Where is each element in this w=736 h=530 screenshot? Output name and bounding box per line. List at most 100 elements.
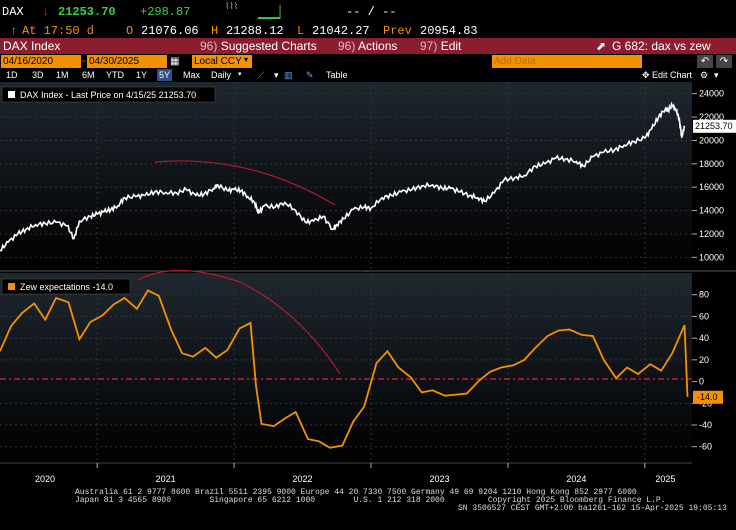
redo-icon[interactable]: ↷ — [716, 55, 732, 68]
high-label: H — [211, 24, 219, 38]
upper-legend[interactable]: DAX Index - Last Price on 4/15/25 21253.… — [1, 86, 216, 103]
upper-panel-bg — [0, 82, 692, 269]
high-value: 21288.12 — [226, 24, 284, 38]
lower-tick-label: 40 — [699, 333, 709, 343]
upper-tick-label: 20000 — [699, 135, 724, 145]
edit-number: 97) — [420, 39, 438, 53]
dax-zew-chart: ⋯ 10000 12000 14000 16000 18000 20000 22000 240… — [0, 82, 736, 484]
undo-icon[interactable]: ↶ — [697, 55, 713, 68]
quote-time: At 17:50 d — [22, 24, 95, 38]
date-separator: - — [82, 55, 86, 68]
lower-tick-label: -60 — [699, 442, 712, 452]
date-range-bar: 04/16/2020 - 04/30/2025 ▦ Local CCY ▾ Ad… — [0, 55, 736, 68]
down-arrow-icon: ↓ — [42, 5, 50, 19]
lower-tick-label: 60 — [699, 311, 709, 321]
zew-expectations-line — [0, 289, 689, 449]
period-1y[interactable]: 1Y — [136, 70, 148, 80]
frequency-select[interactable]: Daily — [211, 70, 232, 80]
price-change: +298.87 — [140, 5, 191, 19]
period-5y[interactable]: 5Y — [157, 69, 173, 81]
bid-ask: -- / -- — [346, 5, 397, 19]
drawing-tools-icon[interactable]: ✎ — [306, 70, 314, 80]
panel-resize-handle-icon[interactable]: ⋯ — [363, 269, 369, 275]
year-label: 2025 — [655, 474, 675, 484]
period-ytd[interactable]: YTD — [106, 70, 124, 80]
actions-number: 96) — [338, 39, 356, 53]
price-direction-icon: ↑ — [10, 24, 18, 38]
upper-legend-box — [1, 86, 216, 103]
add-data-input[interactable]: Add Data — [492, 55, 642, 68]
edit-chart-button[interactable]: Edit Chart — [652, 70, 693, 80]
year-label: 2022 — [293, 474, 313, 484]
period-1d[interactable]: 1D — [6, 70, 18, 80]
upper-tick-label: 12000 — [699, 229, 724, 239]
bar-chart-icon[interactable]: ▥ — [284, 70, 293, 80]
upper-legend-swatch — [8, 91, 15, 98]
lower-tick-label: -40 — [699, 420, 712, 430]
zew-trend-arc — [137, 269, 341, 375]
footer-session: SN 3506527 CEST GMT+2:00 ba1261-162 15-A… — [458, 504, 727, 513]
sparkline-icon: ⌇⌇⌇ — [225, 2, 239, 12]
chart-toolbar: 1D 3D 1M 6M YTD 1Y 5Y Max Daily ▾ ⟋ ▾ ▥ … — [0, 68, 736, 82]
chart-type-dropdown-icon[interactable]: ▾ — [274, 70, 279, 80]
lower-gridlines — [0, 294, 692, 448]
dax-last-value: 21253.70 — [695, 121, 733, 131]
settings-gear-icon[interactable]: ⚙ — [700, 70, 709, 80]
upper-tick-label: 18000 — [699, 159, 724, 169]
footer-contacts-1: Australia 61 2 9777 8600 Brazil 5511 239… — [75, 488, 637, 497]
prev-value: 20954.83 — [420, 24, 478, 38]
upper-legend-text: DAX Index - Last Price on 4/15/25 21253.… — [20, 90, 196, 100]
upper-gridlines — [0, 93, 692, 258]
edit-chart-icon[interactable]: ✥ — [642, 70, 650, 80]
upper-tick-label: 22000 — [699, 112, 724, 122]
bar-indicator-icon: ▁▁▁▏ — [258, 6, 287, 20]
table-button[interactable]: Table — [326, 70, 348, 80]
footer: Australia 61 2 9777 8600 Brazil 5511 239… — [0, 485, 736, 530]
security-name[interactable]: DAX Index — [3, 39, 61, 53]
upper-tick-label: 16000 — [699, 182, 724, 192]
dax-price-line — [0, 101, 686, 252]
upper-tick-label: 10000 — [699, 252, 724, 262]
lower-legend-swatch — [8, 283, 15, 290]
menu-bar: DAX Index 96) Suggested Charts 96) Actio… — [0, 38, 736, 54]
period-3d[interactable]: 3D — [32, 70, 44, 80]
lower-tick-label: 0 — [699, 377, 704, 387]
low-label: L — [297, 24, 305, 38]
lower-legend[interactable]: Zew expectations -14.0 — [1, 278, 131, 295]
export-icon[interactable]: ⬈ — [596, 39, 607, 53]
lower-legend-text: Zew expectations -14.0 — [20, 282, 113, 292]
actions-menu[interactable]: 96) Actions — [338, 39, 397, 53]
start-date-field[interactable]: 04/16/2020 — [1, 55, 81, 68]
open-value: 21076.06 — [141, 24, 199, 38]
settings-dropdown-icon[interactable]: ▾ — [714, 70, 719, 80]
quote-header: DAX ↓ 21253.70 +298.87 ⌇⌇⌇ ▁▁▁▏ -- / -- — [0, 0, 736, 22]
year-label: 2023 — [429, 474, 449, 484]
edit-label: Edit — [440, 39, 462, 53]
lower-panel-bg — [0, 273, 692, 463]
low-value: 21042.27 — [312, 24, 370, 38]
open-label: O — [126, 24, 134, 38]
year-label: 2021 — [156, 474, 176, 484]
zew-last-value: -14.0 — [697, 392, 718, 402]
lower-legend-box — [1, 278, 131, 295]
end-date-field[interactable]: 04/30/2025 — [87, 55, 167, 68]
suggested-charts-menu[interactable]: 96) Suggested Charts — [200, 39, 317, 53]
edit-menu[interactable]: 97) Edit — [420, 39, 461, 53]
last-price: 21253.70 — [58, 5, 116, 19]
footer-contacts-2: Japan 81 3 4565 8900 Singapore 65 6212 1… — [75, 496, 666, 505]
suggested-number: 96) — [200, 39, 218, 53]
calendar-icon[interactable]: ▦ — [170, 56, 180, 67]
upper-tick-label: 14000 — [699, 206, 724, 216]
currency-dropdown-icon[interactable]: ▾ — [244, 55, 249, 64]
period-max[interactable]: Max — [183, 70, 201, 80]
period-1m[interactable]: 1M — [56, 70, 69, 80]
year-label: 2020 — [35, 474, 55, 484]
upper-y-axis: 10000 12000 14000 16000 18000 20000 22000 24000 — [692, 89, 724, 262]
currency-select[interactable]: Local CCY — [192, 55, 252, 68]
period-6m[interactable]: 6M — [82, 70, 95, 80]
quote-details: ↑ At 17:50 d O 21076.06 H 21288.12 L 210… — [0, 22, 736, 38]
upper-tick-label: 24000 — [699, 89, 724, 99]
line-chart-icon[interactable]: ⟋ — [258, 70, 265, 80]
frequency-dropdown-icon[interactable]: ▾ — [238, 71, 242, 78]
dax-last-value-tag: 21253.70 — [693, 119, 736, 133]
